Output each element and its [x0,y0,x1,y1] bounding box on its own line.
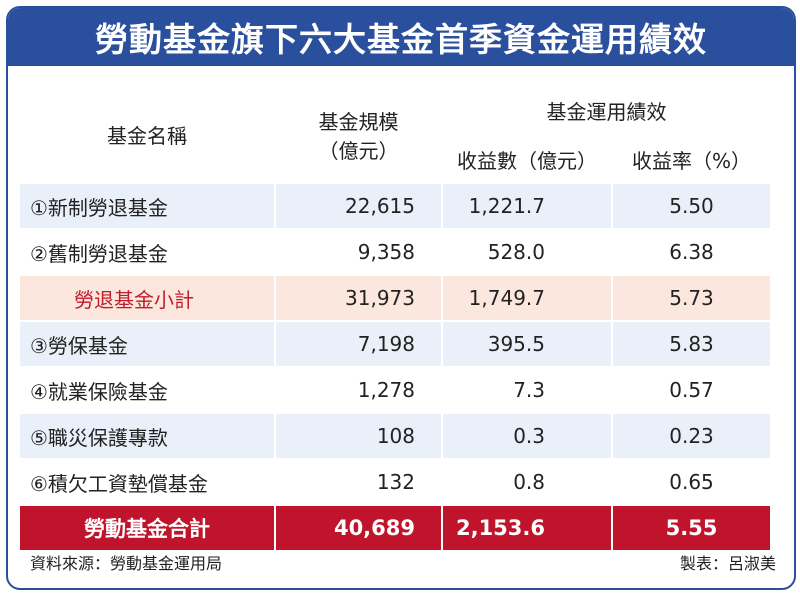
fund-name-cell: ⑤職災保護專款 [18,412,276,460]
table-row: ①新制勞退基金 22,615 1,221.7 5.50 [18,182,772,230]
fund-size-cell: 108 [274,412,443,460]
fund-name-cell: ①新制勞退基金 [18,182,276,230]
fund-name-cell: 勞退基金小計 [18,274,276,322]
fund-size-cell: 1,278 [274,366,443,414]
rate-cell: 0.57 [611,366,772,414]
subtotal-row: 勞退基金小計 31,973 1,749.7 5.73 [18,274,772,322]
table-row: ⑤職災保護專款 108 0.3 0.23 [18,412,772,460]
income-cell: 528.0 [441,228,613,276]
header-income: 收益數（億元） [441,134,613,184]
income-cell: 0.3 [441,412,613,460]
income-cell: 395.5 [441,320,613,368]
maker-note: 製表：呂淑美 [679,554,776,573]
table-row: ④就業保險基金 1,278 7.3 0.57 [18,366,772,414]
table-row: ⑥積欠工資墊償基金 132 0.8 0.65 [18,458,772,506]
income-cell: 0.8 [441,458,613,506]
header-fund-size-unit: （億元） [318,138,399,163]
fund-size-cell: 7,198 [274,320,443,368]
header-performance: 基金運用績效 [441,85,772,136]
rate-cell: 5.50 [611,182,772,230]
table-container: 基金名稱 基金規模 （億元） 基金運用績效 收益數（億元） 收益率（%） ①新制… [18,85,772,552]
income-cell: 1,749.7 [441,274,613,322]
source-note: 資料來源：勞動基金運用局 [30,554,223,573]
rate-cell: 0.23 [611,412,772,460]
total-row: 勞動基金合計 40,689 2,153.6 5.55 [18,504,772,552]
fund-name-cell: 勞動基金合計 [18,504,276,552]
header-fund-size: 基金規模 （億元） [274,85,443,184]
fund-name-cell: ②舊制勞退基金 [18,228,276,276]
rate-cell: 5.73 [611,274,772,322]
rate-cell: 5.83 [611,320,772,368]
fund-size-cell: 132 [274,458,443,506]
performance-table: 基金名稱 基金規模 （億元） 基金運用績效 收益數（億元） 收益率（%） ①新制… [18,85,772,552]
income-cell: 1,221.7 [441,182,613,230]
fund-size-cell: 40,689 [274,504,443,552]
table-row: ③勞保基金 7,198 395.5 5.83 [18,320,772,368]
income-cell: 2,153.6 [441,504,613,552]
fund-size-cell: 31,973 [274,274,443,322]
income-cell: 7.3 [441,366,613,414]
header-fund-name: 基金名稱 [18,85,276,184]
header-rate: 收益率（%） [611,134,772,184]
table-row: ②舊制勞退基金 9,358 528.0 6.38 [18,228,772,276]
fund-name-cell: ⑥積欠工資墊償基金 [18,458,276,506]
fund-size-cell: 22,615 [274,182,443,230]
chart-title: 勞動基金旗下六大基金首季資金運用績效 [8,8,794,66]
header-fund-size-label: 基金規模 [318,109,399,134]
fund-name-cell: ③勞保基金 [18,320,276,368]
fund-name-cell: ④就業保險基金 [18,366,276,414]
rate-cell: 0.65 [611,458,772,506]
rate-cell: 6.38 [611,228,772,276]
rate-cell: 5.55 [611,504,772,552]
fund-size-cell: 9,358 [274,228,443,276]
